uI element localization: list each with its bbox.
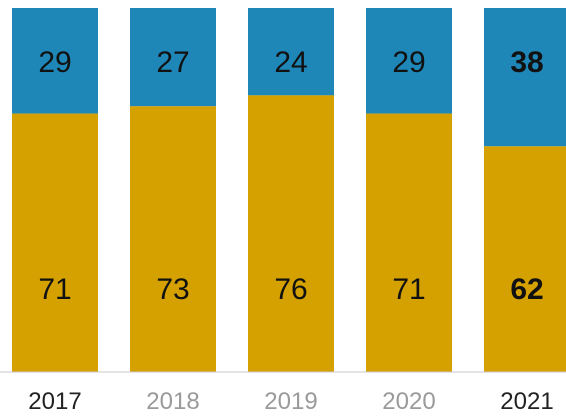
bar-lower-2019 [248,95,334,373]
value-label-upper-2019: 24 [274,46,307,79]
bar-upper-2020 [366,8,452,114]
value-label-upper-2018: 27 [156,46,189,79]
bar-lower-2017 [12,113,98,372]
bars-group [12,8,566,373]
category-label-2021: 2021 [500,388,553,415]
value-label-lower-2019: 76 [274,273,307,306]
bar-lower-2020 [366,113,452,372]
value-label-upper-2021: 38 [510,46,543,79]
value-label-upper-2017: 29 [38,46,71,79]
value-label-upper-2020: 29 [392,46,425,79]
bar-lower-2018 [130,106,216,372]
value-label-lower-2020: 71 [392,273,425,306]
value-label-lower-2018: 73 [156,273,189,306]
labels-group: 29 71 2017 27 73 2018 24 76 2019 29 71 2020 38 62 2021 [28,46,553,415]
bar-upper-2019 [248,8,334,96]
bar-upper-2021 [484,8,566,147]
category-label-2020: 2020 [382,388,435,415]
value-label-lower-2021: 62 [510,273,543,306]
bar-upper-2017 [12,8,98,114]
bar-upper-2018 [130,8,216,107]
value-label-lower-2017: 71 [38,273,71,306]
bar-lower-2021 [484,146,566,372]
category-label-2019: 2019 [264,388,317,415]
category-label-2017: 2017 [28,388,81,415]
category-label-2018: 2018 [146,388,199,415]
